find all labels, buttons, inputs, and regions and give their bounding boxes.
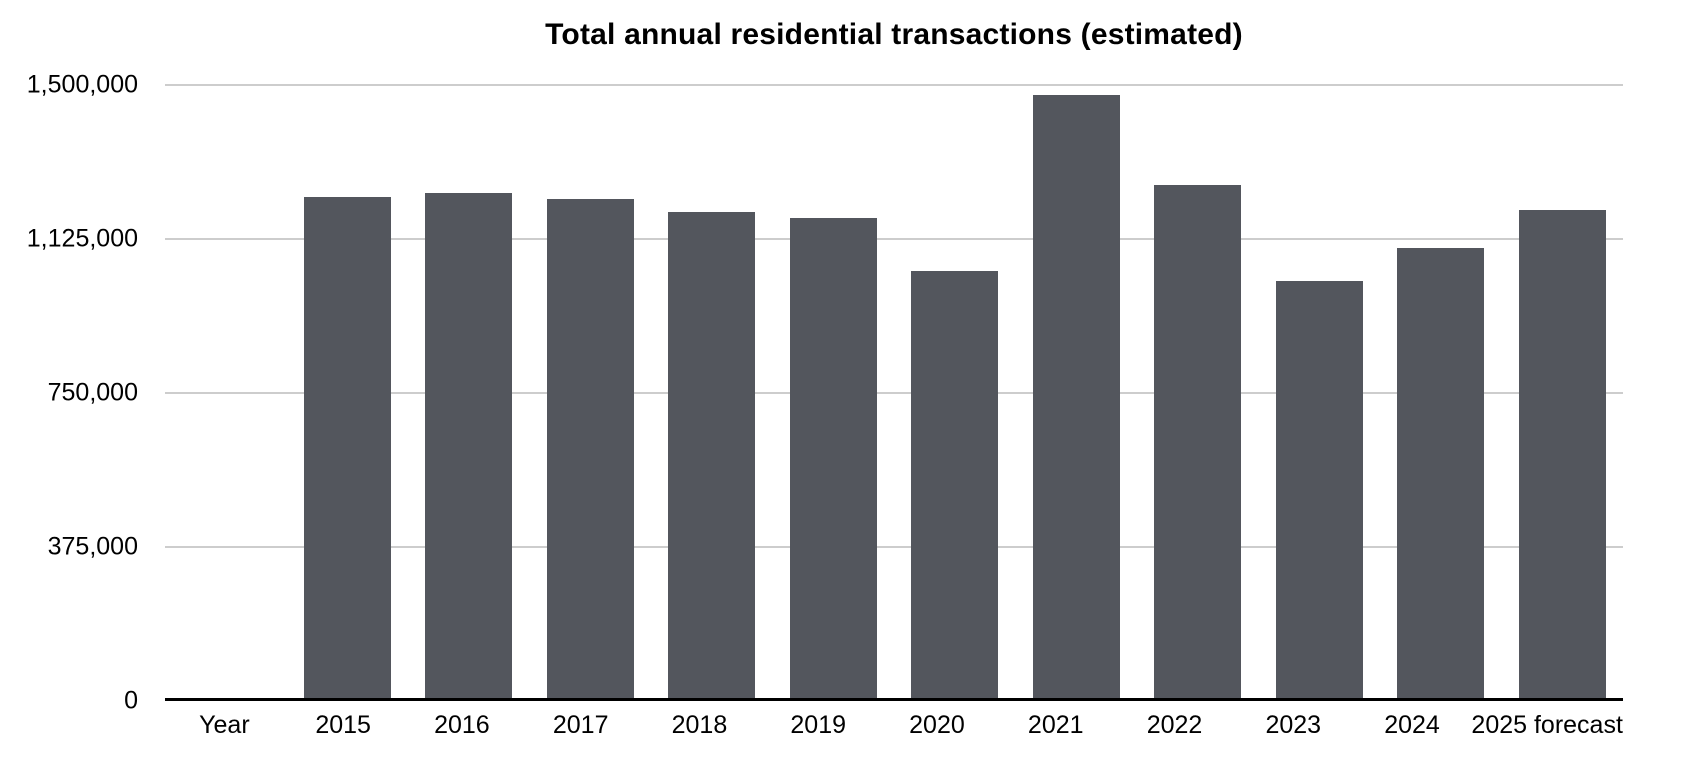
bar-2024 xyxy=(1397,248,1485,698)
y-axis-tick-label-1-500-000: 1,500,000 xyxy=(26,70,138,99)
bar-2025-forecast xyxy=(1518,209,1606,698)
bar-slot-2020 xyxy=(894,85,1016,698)
bar-slot-2017 xyxy=(530,85,652,698)
x-axis-label-2016: 2016 xyxy=(434,711,490,739)
y-axis-tick-label-750-000: 750,000 xyxy=(47,378,138,407)
bar-slot-2019 xyxy=(773,85,895,698)
x-axis-label-2020: 2020 xyxy=(909,711,965,739)
bar-2019 xyxy=(789,217,877,698)
y-axis-tick-label-1-125-000: 1,125,000 xyxy=(26,224,138,253)
x-axis-label-2025-forecast: 2025 forecast xyxy=(1471,711,1623,739)
y-axis: 1,500,000 1,125,000 750,000 375,000 0 xyxy=(0,71,138,715)
bar-2017 xyxy=(546,199,634,698)
bar-slot-2015 xyxy=(287,85,409,698)
gridline-375-000 xyxy=(165,546,1623,548)
bar-slot-2022 xyxy=(1137,85,1259,698)
bar-2023 xyxy=(1275,281,1363,698)
gridline-1-500-000 xyxy=(165,84,1623,86)
bar-2022 xyxy=(1154,185,1242,698)
bar-2021 xyxy=(1032,95,1120,698)
bar-2020 xyxy=(911,270,999,698)
bar-2015 xyxy=(303,197,391,698)
gridline-750-000 xyxy=(165,392,1623,394)
gridlines xyxy=(165,84,1623,698)
y-axis-tick-label-0: 0 xyxy=(124,686,138,715)
x-axis-label-2018: 2018 xyxy=(671,711,728,739)
x-axis-label-2022: 2022 xyxy=(1146,711,1203,739)
bar-slot-2021 xyxy=(1016,85,1138,698)
bar-slot-2024 xyxy=(1380,85,1502,698)
bar-series xyxy=(165,85,1623,698)
x-axis-label-2019: 2019 xyxy=(790,711,847,739)
bar-slot-2023 xyxy=(1259,85,1381,698)
bar-slot-2016 xyxy=(408,85,530,698)
x-axis-label-2021: 2021 xyxy=(1027,711,1084,739)
chart-title: Total annual residential transactions (e… xyxy=(545,18,1243,51)
bar-2018 xyxy=(668,211,756,698)
x-axis-label-2017: 2017 xyxy=(552,711,609,739)
x-axis: Year 2015 2016 2017 2018 2019 2020 2021 2022 2023… xyxy=(165,711,1623,740)
bar-slot-year xyxy=(165,85,287,698)
x-axis-label-2024: 2024 xyxy=(1384,711,1440,739)
y-axis-tick-label-375-000: 375,000 xyxy=(47,532,138,561)
plot-area xyxy=(165,84,1623,701)
x-axis-label-2015: 2015 xyxy=(315,711,371,739)
x-axis-label-2023: 2023 xyxy=(1265,711,1322,739)
bar-slot-2025-forecast xyxy=(1502,85,1624,698)
gridline-1-125-000 xyxy=(165,238,1623,240)
bar-slot-2018 xyxy=(651,85,773,698)
x-axis-label-year: Year xyxy=(199,711,250,739)
bar-2016 xyxy=(425,193,513,698)
